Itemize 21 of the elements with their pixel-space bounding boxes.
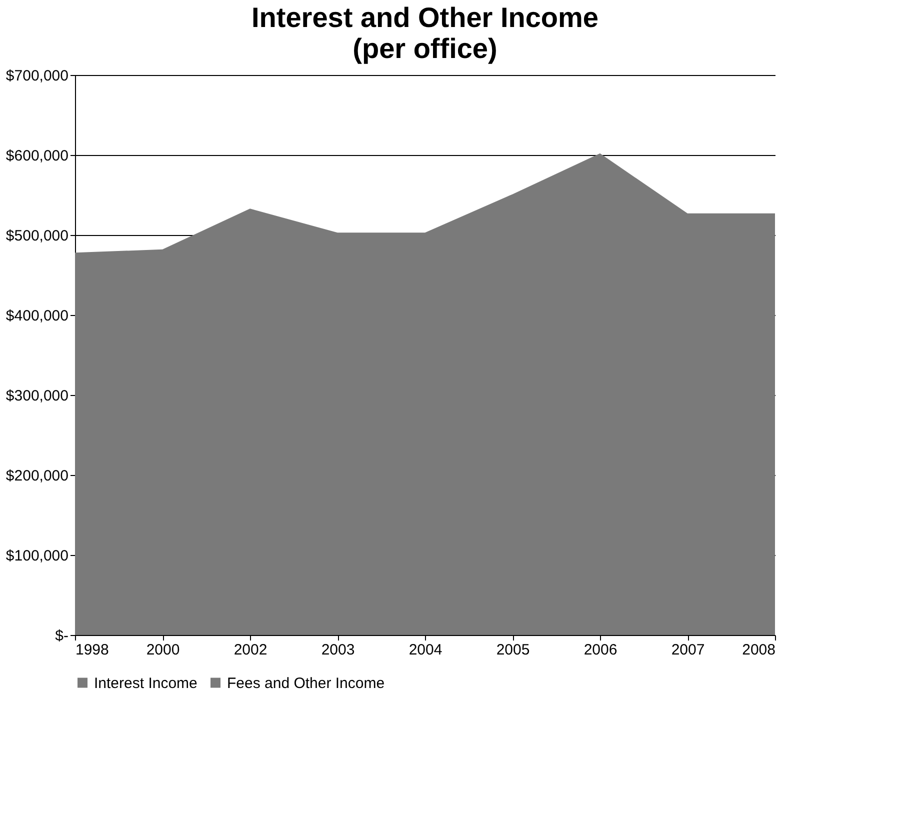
x-tick-label: 2008 <box>742 642 776 658</box>
y-tick-label: $600,000 <box>6 148 68 164</box>
y-tick-label: $500,000 <box>6 228 68 244</box>
chart-subtitle: (per office) <box>352 33 498 64</box>
x-tick-label: 2005 <box>496 642 530 658</box>
x-tick-label: 1998 <box>76 642 109 658</box>
x-tick-label: 2006 <box>584 642 618 658</box>
chart-title: Interest and Other Income <box>252 2 598 33</box>
x-tick-label: 2000 <box>146 642 180 658</box>
x-tick-label: 2004 <box>408 642 442 658</box>
y-tick-label: $200,000 <box>6 468 68 484</box>
y-tick-label: $400,000 <box>6 308 68 324</box>
y-tick-label: $300,000 <box>6 388 68 404</box>
legend-label: Interest Income <box>94 674 198 692</box>
x-tick-label: 2002 <box>234 642 268 658</box>
x-tick-label: 2007 <box>671 642 705 658</box>
y-tick-label: $700,000 <box>6 68 68 84</box>
y-tick-label: $100,000 <box>6 548 68 564</box>
x-tick-label: 2003 <box>321 642 355 658</box>
legend-label: Fees and Other Income <box>227 674 385 692</box>
y-tick-label: $- <box>55 628 68 644</box>
